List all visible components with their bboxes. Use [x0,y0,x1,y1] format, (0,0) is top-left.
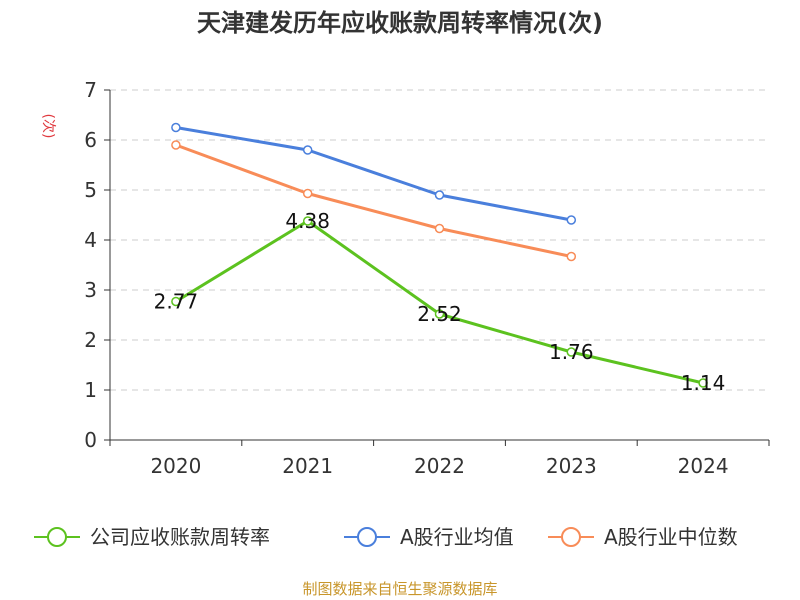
y-tick-label: 0 [84,428,97,452]
legend-label: A股行业均值 [400,525,514,549]
y-tick-label: 5 [84,178,97,202]
x-ticks: 2020 2021 2022 2023 2024 [109,440,770,478]
x-tick-label: 2024 [678,454,729,478]
data-point [566,215,577,225]
data-point [434,190,445,200]
legend-marker [561,527,581,547]
data-label: 1.14 [681,371,726,395]
data-point [171,140,181,150]
x-tick-label: 2020 [150,454,201,478]
data-label: 2.77 [154,290,199,314]
data-point [434,223,445,234]
y-tick-label: 7 [84,78,97,102]
data-labels: 2.77 4.38 2.52 1.76 1.14 [154,209,726,395]
series-line-1 [175,126,572,222]
legend-item[interactable]: 公司应收账款周转率 [34,525,270,549]
y-tick-label: 4 [84,228,97,252]
data-point [566,347,577,357]
axes [109,90,769,441]
x-tick-label: 2023 [546,454,597,478]
legend-item[interactable]: A股行业均值 [344,525,514,549]
y-tick-label: 6 [84,128,97,152]
x-tick-label: 2021 [282,454,333,478]
data-point [566,251,577,262]
legend-marker [47,527,67,547]
x-tick-label: 2022 [414,454,465,478]
grid [110,89,769,391]
data-label: 4.38 [285,209,330,233]
y-ticks: 0 1 2 3 4 5 6 7 [84,78,110,452]
legend-label: A股行业中位数 [604,525,738,549]
data-point [698,378,708,388]
legend-label: 公司应收账款周转率 [90,525,270,549]
data-point [434,309,445,319]
data-point [302,188,313,199]
y-tick-label: 3 [84,278,97,302]
data-label: 1.76 [549,340,594,364]
y-tick-label: 1 [84,378,97,402]
y-axis-label: (次) [40,114,56,139]
series-line-2 [175,143,572,258]
data-point [302,145,313,155]
y-tick-label: 2 [84,328,97,352]
series-lines [171,122,708,388]
legend-item[interactable]: A股行业中位数 [548,525,738,549]
data-label: 2.52 [417,302,462,326]
source-note: 制图数据来自恒生聚源数据库 [302,580,497,598]
data-point [171,296,181,307]
chart-title: 天津建发历年应收账款周转率情况(次) [197,9,603,37]
legend-marker [357,527,377,547]
data-point [171,122,181,133]
data-point [302,216,313,226]
legend[interactable]: 公司应收账款周转率 A股行业均值 A股行业中位数 [34,525,738,549]
